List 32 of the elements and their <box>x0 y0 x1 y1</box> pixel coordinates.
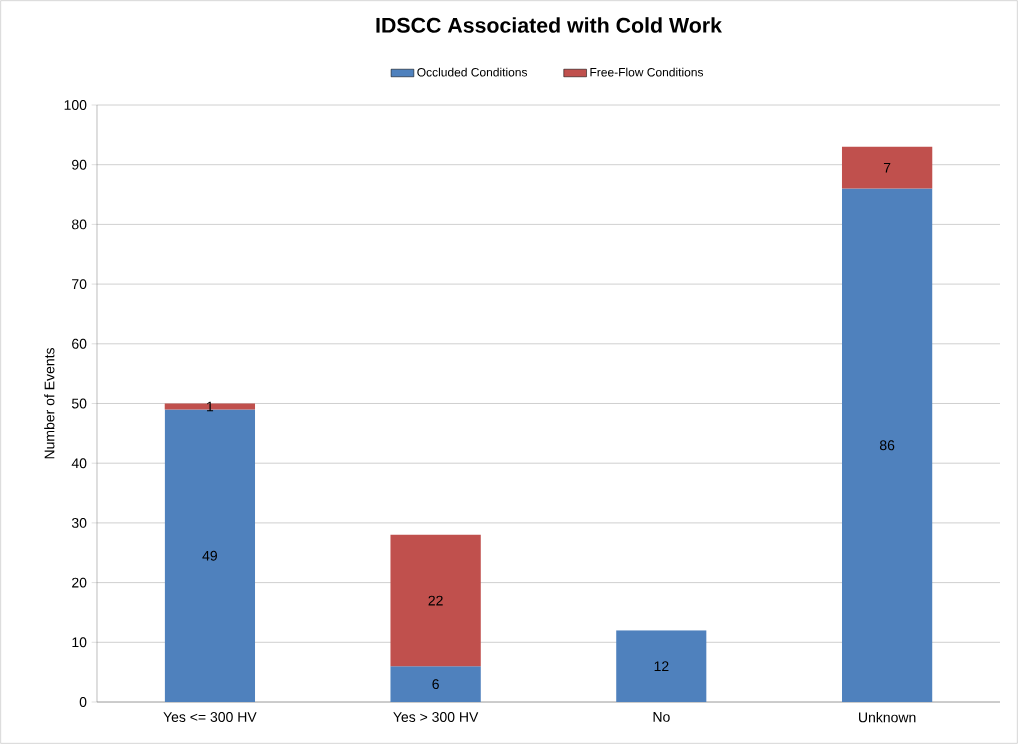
y-tick-label: 100 <box>64 100 87 110</box>
y-tick-label: 10 <box>72 637 87 648</box>
legend-label: Free-Flow Conditions <box>590 67 704 77</box>
x-tick-label: Unknown <box>859 712 916 723</box>
data-label: 7 <box>883 162 891 173</box>
data-label: 86 <box>879 440 895 451</box>
y-axis-title: Number of Events <box>44 348 55 459</box>
y-tick-label: 0 <box>79 697 87 707</box>
y-tick-label: 70 <box>72 279 87 290</box>
data-label: 49 <box>202 550 217 561</box>
y-tick-label: 60 <box>72 338 87 349</box>
x-tick-label: No <box>653 712 670 722</box>
y-tick-label: 40 <box>71 458 87 469</box>
chart-title: IDSCC Associated with Cold Work <box>376 17 722 33</box>
data-label: 1 <box>207 401 214 412</box>
y-tick-label: 20 <box>72 577 87 588</box>
bar <box>841 146 933 189</box>
bar <box>390 666 481 702</box>
data-label: 6 <box>432 679 439 690</box>
data-label: 22 <box>428 595 443 606</box>
x-tick-label: Yes <= 300 HV <box>163 712 257 722</box>
y-tick-label: 50 <box>71 398 87 409</box>
y-tick-label: 90 <box>72 159 87 170</box>
bar <box>841 188 933 702</box>
legend-label: Occluded Conditions <box>417 67 528 77</box>
y-tick-label: 80 <box>71 219 87 230</box>
y-tick-label: 30 <box>71 517 87 528</box>
data-label: 12 <box>654 661 669 672</box>
bar <box>390 534 481 667</box>
x-tick-label: Yes > 300 HV <box>393 712 479 722</box>
bar <box>616 630 707 702</box>
bar <box>164 403 256 410</box>
